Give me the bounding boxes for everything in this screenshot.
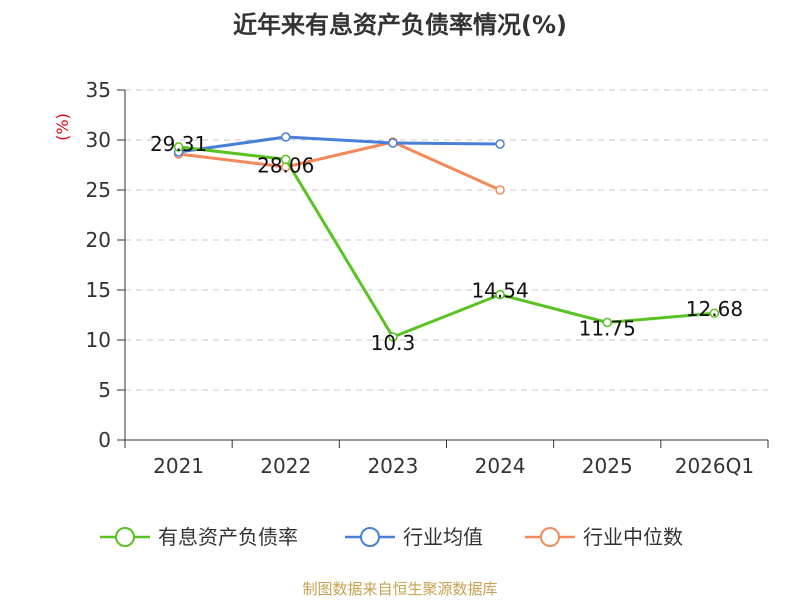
data-label: 29.31 (150, 132, 207, 156)
data-label: 14.54 (471, 279, 528, 303)
legend-marker-2 (540, 527, 560, 547)
x-tick-label: 2025 (582, 454, 633, 478)
y-tick-label: 25 (86, 178, 111, 202)
chart-title: 近年来有息资产负债率情况(%) (233, 11, 567, 39)
data-label: 11.75 (579, 317, 636, 341)
data-point-series-0 (495, 289, 505, 300)
grid-lines (125, 89, 768, 391)
y-tick-label: 10 (86, 328, 111, 352)
data-point-series-0 (281, 154, 291, 165)
x-tick-label: 2022 (260, 454, 311, 478)
y-tick-label: 20 (86, 228, 111, 252)
data-point-series-1 (388, 138, 398, 148)
y-tick-label: 35 (86, 78, 111, 102)
source-note: 制图数据来自恒生聚源数据库 (302, 580, 497, 598)
x-tick-label: 2021 (153, 454, 204, 478)
data-label: 12.68 (686, 297, 743, 321)
legend-marker-0 (115, 527, 135, 547)
series-line-1 (178, 135, 501, 154)
legend: 有息资产负债率 行业均值 行业中位数 (100, 525, 683, 549)
x-tick-label: 2023 (367, 454, 418, 478)
legend-label-2: 行业中位数 (583, 525, 683, 549)
data-point-series-0 (709, 308, 720, 318)
data-point-series-0 (602, 317, 612, 328)
data-label: 28.06 (257, 153, 314, 177)
y-tick-label: 15 (86, 278, 111, 302)
y-tick-label: 30 (86, 128, 111, 152)
data-labels: 29.31 28.06 10.3 14.54 11.75 12.68 (150, 132, 743, 355)
data-point-series-1 (281, 132, 291, 142)
y-axis-unit: (%) (53, 113, 72, 141)
x-tick-label: 2026Q1 (675, 454, 754, 478)
data-label: 10.3 (371, 331, 416, 355)
data-point-series-1 (495, 139, 505, 149)
y-tick-label: 0 (98, 428, 111, 452)
data-point-series-0 (388, 332, 398, 342)
legend-marker-1 (360, 527, 380, 547)
legend-label-0: 有息资产负债率 (158, 525, 298, 549)
y-tick-label: 5 (98, 378, 111, 402)
series-line-2 (178, 140, 501, 192)
data-point-series-0 (173, 142, 184, 152)
series-line-0 (178, 145, 715, 339)
legend-label-1: 行业均值 (403, 525, 483, 549)
x-tick-label: 2024 (475, 454, 526, 478)
data-point-series-2 (495, 185, 505, 195)
series-lines (173, 132, 720, 342)
